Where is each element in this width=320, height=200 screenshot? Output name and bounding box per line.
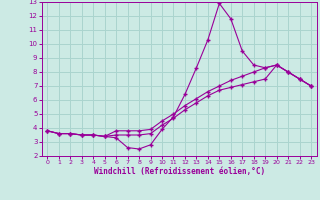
X-axis label: Windchill (Refroidissement éolien,°C): Windchill (Refroidissement éolien,°C) (94, 167, 265, 176)
